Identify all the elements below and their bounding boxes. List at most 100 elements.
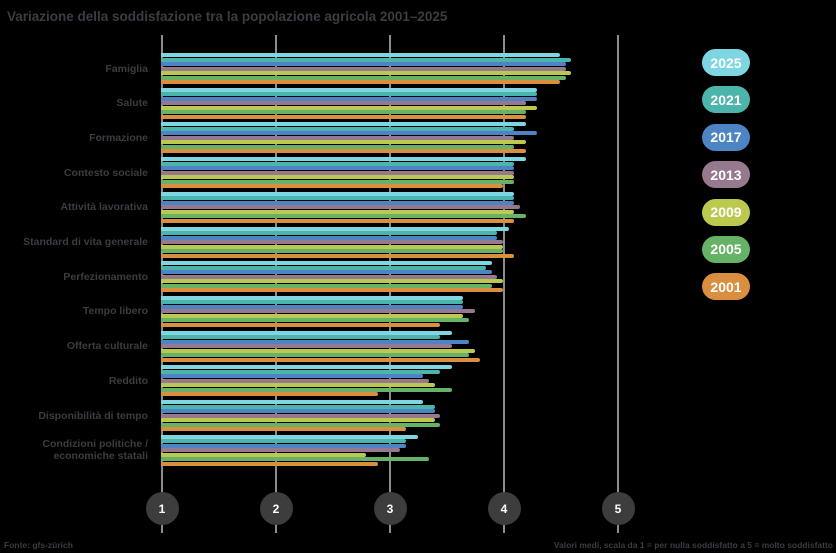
bar-2021 — [161, 161, 515, 166]
bar-2005 — [161, 283, 492, 288]
bar-2017 — [161, 270, 492, 275]
legend-item-2021: 2021 — [702, 86, 750, 114]
bar-2025 — [161, 295, 464, 300]
bar-2025 — [161, 157, 526, 162]
legend-item-2001: 2001 — [702, 273, 750, 301]
source-note: Fonte: gfs-zürich — [4, 540, 73, 550]
bar-2013 — [161, 240, 503, 244]
bar-2021 — [161, 92, 538, 97]
bar-2017 — [161, 339, 469, 344]
category-label: Tempo libero — [82, 305, 148, 318]
bar-2021 — [161, 196, 515, 201]
bar-2001 — [161, 357, 481, 362]
axis-tick-2: 2 — [259, 492, 293, 525]
gridline-4 — [503, 35, 505, 533]
bar-group: Formazione — [0, 122, 836, 154]
bar-2009 — [161, 209, 515, 214]
category-label: Salute — [116, 97, 148, 110]
bar-2001 — [161, 322, 441, 327]
bar-group: Famiglia — [0, 53, 836, 84]
bar-2001 — [161, 253, 515, 258]
bar-2025 — [161, 122, 526, 127]
bar-2021 — [161, 369, 441, 374]
bar-2013 — [161, 135, 515, 140]
bar-2017 — [161, 304, 464, 309]
legend-item-2005: 2005 — [702, 235, 750, 263]
bar-2013 — [161, 66, 566, 71]
bar-2005 — [161, 457, 429, 462]
bar-group: Attività lavorativa — [0, 191, 836, 223]
category-label: Famiglia — [105, 62, 148, 75]
bar-2021 — [161, 231, 498, 235]
axis-tick-3: 3 — [373, 492, 407, 525]
bar-2017 — [161, 166, 515, 171]
legend-item-2013: 2013 — [702, 161, 750, 189]
category-label: Attività lavorativa — [60, 201, 148, 214]
bar-2017 — [161, 200, 515, 205]
bar-2025 — [161, 365, 452, 370]
bar-2021 — [161, 57, 572, 62]
bar-2017 — [161, 235, 498, 240]
bar-2013 — [161, 274, 498, 279]
bar-2025 — [161, 330, 452, 335]
bar-2005 — [161, 144, 515, 149]
bar-2005 — [161, 318, 469, 323]
bar-2009 — [161, 175, 515, 180]
bar-2025 — [161, 434, 418, 439]
bar-2025 — [161, 53, 560, 57]
bar-group: Reddito — [0, 365, 836, 397]
bar-2021 — [161, 439, 407, 444]
gridline-5 — [617, 35, 619, 533]
bar-2005 — [161, 353, 469, 358]
bar-2021 — [161, 335, 441, 340]
bar-2005 — [161, 249, 503, 253]
bar-2021 — [161, 265, 486, 270]
bar-2017 — [161, 409, 435, 413]
bar-group: Tempo libero — [0, 295, 836, 327]
bar-2013 — [161, 344, 452, 349]
bar-group: Perfezionamento — [0, 261, 836, 293]
bar-2017 — [161, 96, 538, 101]
category-label: Perfezionamento — [63, 270, 148, 283]
bar-2017 — [161, 374, 424, 379]
bar-2021 — [161, 126, 515, 131]
category-label: Disponibilità di tempo — [38, 409, 148, 422]
bar-2025 — [161, 261, 492, 266]
scale-note: Valori medi, scala da 1 = per nulla sodd… — [553, 540, 833, 550]
bar-2021 — [161, 300, 464, 305]
category-label: Offerta culturale — [66, 340, 148, 353]
bar-2021 — [161, 404, 435, 409]
bar-2025 — [161, 400, 424, 404]
bar-2001 — [161, 218, 515, 223]
bar-2001 — [161, 114, 526, 119]
category-label: Reddito — [108, 374, 148, 387]
bar-2001 — [161, 288, 503, 293]
chart-title: Variazione della soddisfazione tra la po… — [7, 9, 448, 24]
bar-2009 — [161, 348, 475, 353]
axis-tick-1: 1 — [145, 492, 179, 525]
bar-2013 — [161, 378, 429, 383]
bar-2005 — [161, 75, 566, 80]
bar-2013 — [161, 205, 521, 210]
bar-2025 — [161, 87, 538, 92]
bar-2005 — [161, 387, 452, 392]
bar-2005 — [161, 179, 515, 184]
category-label: Condizioni politiche / economiche statal… — [42, 438, 148, 463]
bar-2009 — [161, 452, 367, 457]
bar-2013 — [161, 448, 401, 453]
bar-2009 — [161, 105, 538, 110]
bar-2009 — [161, 383, 435, 388]
axis-tick-4: 4 — [487, 492, 521, 525]
category-label: Contesto sociale — [63, 166, 148, 179]
bar-2001 — [161, 461, 378, 466]
bar-2005 — [161, 214, 526, 219]
bar-2025 — [161, 191, 515, 196]
bar-2013 — [161, 101, 526, 106]
bar-2001 — [161, 80, 560, 84]
legend-item-2017: 2017 — [702, 123, 750, 151]
bar-group: Condizioni politiche / economiche statal… — [0, 434, 836, 466]
bar-2017 — [161, 62, 566, 66]
bar-2013 — [161, 309, 475, 314]
bar-2005 — [161, 110, 526, 115]
